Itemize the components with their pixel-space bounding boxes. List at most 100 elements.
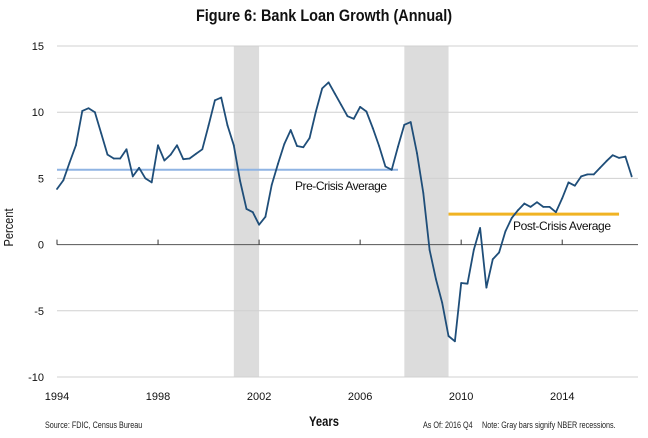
data-point: [605, 160, 608, 163]
data-point: [365, 110, 368, 113]
chart-title: Figure 6: Bank Loan Growth (Annual): [195, 6, 453, 25]
data-point: [327, 81, 330, 84]
x-tick-label: 1998: [146, 391, 170, 403]
data-point: [188, 157, 191, 160]
pre-crisis-average-label: Pre-Crisis Average: [295, 179, 387, 193]
data-point: [157, 144, 159, 147]
data-point: [435, 278, 437, 280]
data-point: [163, 159, 166, 162]
data-point: [87, 107, 90, 110]
data-point: [573, 184, 576, 187]
y-tick-label: 10: [32, 107, 44, 119]
data-point: [176, 144, 178, 147]
x-tick-label: 2006: [348, 391, 372, 403]
data-point: [624, 155, 627, 158]
data-point: [283, 143, 286, 145]
data-point: [68, 161, 71, 164]
data-point: [169, 153, 172, 156]
data-point: [630, 175, 633, 178]
data-point: [182, 158, 185, 161]
data-point: [548, 205, 551, 208]
y-tick-label: -5: [34, 306, 44, 318]
data-point: [485, 286, 488, 289]
y-tick-label: 0: [38, 240, 44, 252]
y-tick-label: -10: [28, 372, 44, 384]
data-point: [390, 168, 393, 171]
data-point: [504, 230, 507, 233]
data-point: [453, 340, 456, 343]
data-point: [207, 124, 210, 127]
data-point: [144, 177, 147, 180]
data-point: [62, 179, 65, 182]
data-point: [213, 99, 216, 102]
y-tick-label: 15: [32, 41, 44, 53]
recession-note: Note: Gray bars signify NBER recessions.: [482, 420, 616, 430]
data-point: [264, 215, 267, 218]
data-point: [466, 282, 469, 285]
data-point: [340, 104, 343, 106]
data-point: [100, 132, 103, 135]
recession-bar: [233, 46, 260, 377]
data-point: [119, 157, 122, 160]
data-point: [150, 181, 153, 184]
x-tick-label: 2014: [550, 391, 574, 403]
data-point: [112, 157, 115, 160]
data-point: [321, 87, 324, 90]
post-crisis-average-label: Post-Crisis Average: [513, 219, 611, 233]
data-point: [308, 137, 311, 139]
data-point: [498, 251, 500, 254]
data-point: [138, 166, 140, 169]
data-point: [523, 202, 526, 205]
data-point: [371, 127, 374, 129]
data-point: [315, 110, 317, 113]
data-point: [618, 156, 620, 159]
data-point: [472, 248, 475, 251]
data-point: [479, 227, 482, 229]
data-point: [125, 148, 128, 151]
data-point: [201, 148, 204, 151]
data-point: [599, 166, 602, 169]
data-point: [441, 301, 444, 304]
data-point: [378, 145, 380, 147]
data-point: [258, 223, 260, 226]
data-point: [56, 188, 58, 190]
data-point: [251, 211, 254, 214]
data-point: [397, 145, 399, 148]
data-point: [586, 173, 589, 176]
data-point: [106, 153, 109, 156]
data-point: [220, 96, 223, 99]
source-note: Source: FDIC, Census Bureau: [45, 420, 143, 430]
data-point: [226, 124, 229, 127]
data-point: [409, 121, 412, 124]
data-point: [447, 335, 450, 337]
data-point: [232, 144, 235, 147]
data-point: [302, 146, 305, 149]
data-point: [567, 181, 570, 184]
x-tick-label: 2010: [449, 391, 473, 403]
data-point: [580, 175, 583, 178]
data-point: [510, 217, 513, 220]
data-point: [428, 248, 431, 251]
data-point: [333, 92, 336, 95]
data-point: [75, 144, 77, 147]
data-point: [93, 111, 96, 114]
data-point: [131, 175, 134, 178]
data-point: [195, 153, 197, 155]
recession-bar: [404, 46, 449, 377]
data-point: [403, 123, 406, 126]
data-point: [561, 197, 564, 200]
data-point: [245, 207, 248, 210]
data-point: [555, 211, 557, 214]
data-point: [277, 162, 279, 165]
data-point: [542, 205, 545, 208]
data-point: [536, 201, 538, 204]
x-tick-label: 1994: [45, 391, 69, 403]
data-point: [270, 184, 273, 186]
data-point: [491, 258, 494, 261]
series-line: [56, 81, 633, 343]
data-point: [460, 282, 463, 284]
as-of-note: As Of: 2016 Q4: [423, 420, 473, 430]
y-tick-label: 5: [38, 173, 44, 185]
data-point: [416, 152, 418, 155]
data-point: [346, 115, 349, 118]
